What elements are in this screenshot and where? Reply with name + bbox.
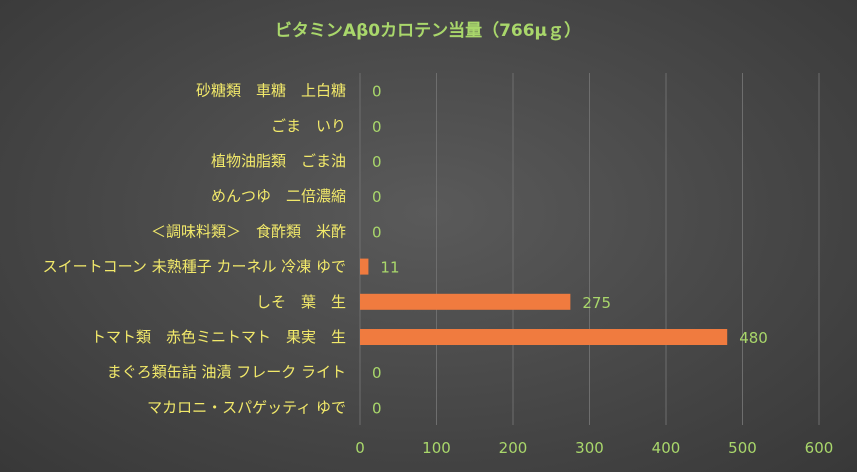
data-label: 0: [372, 83, 382, 101]
x-tick-label: 100: [422, 439, 451, 457]
x-axis-ticks: 0 100 200 300 400 500 600: [355, 439, 833, 457]
category-label: ＜調味料類＞ 食酢類 米酢: [151, 222, 346, 240]
category-label: ごま いり: [271, 117, 346, 135]
bar: [360, 329, 728, 345]
category-label: めんつゆ 二倍濃縮: [211, 187, 346, 205]
bar: [360, 293, 571, 310]
category-label: まぐろ類缶詰 油漬 フレーク ライト: [107, 363, 346, 381]
data-label: 0: [372, 223, 382, 241]
data-label: 0: [372, 364, 382, 382]
data-label: 11: [380, 259, 399, 277]
value-labels: 0 0 0 0 0 11 275 480 0 0: [372, 83, 768, 418]
category-label: 砂糖類 車糖 上白糖: [196, 82, 346, 100]
x-tick-label: 0: [355, 439, 365, 457]
x-tick-label: 500: [728, 439, 757, 457]
data-label: 480: [739, 329, 768, 347]
category-label: しそ 葉 生: [256, 293, 346, 311]
data-label: 275: [582, 294, 611, 312]
data-label: 0: [372, 399, 382, 417]
bars: [360, 258, 728, 345]
category-label: トマト類 赤色ミニトマト 果実 生: [91, 328, 346, 346]
category-label: 植物油脂類 ごま油: [211, 152, 346, 170]
x-tick-label: 200: [499, 439, 528, 457]
grid-lines: [359, 73, 820, 425]
data-label: 0: [372, 118, 382, 136]
chart-title: ビタミンAβ0カロテン当量（766μｇ）: [275, 20, 581, 41]
x-tick-label: 300: [575, 439, 604, 457]
data-label: 0: [372, 188, 382, 206]
x-tick-label: 600: [805, 439, 834, 457]
x-tick-label: 400: [652, 439, 681, 457]
category-label: マカロニ・スパゲッティ ゆで: [147, 398, 346, 416]
data-label: 0: [372, 153, 382, 171]
category-label: スイートコーン 未熟種子 カーネル 冷凍 ゆで: [43, 258, 346, 276]
bar: [360, 258, 369, 275]
